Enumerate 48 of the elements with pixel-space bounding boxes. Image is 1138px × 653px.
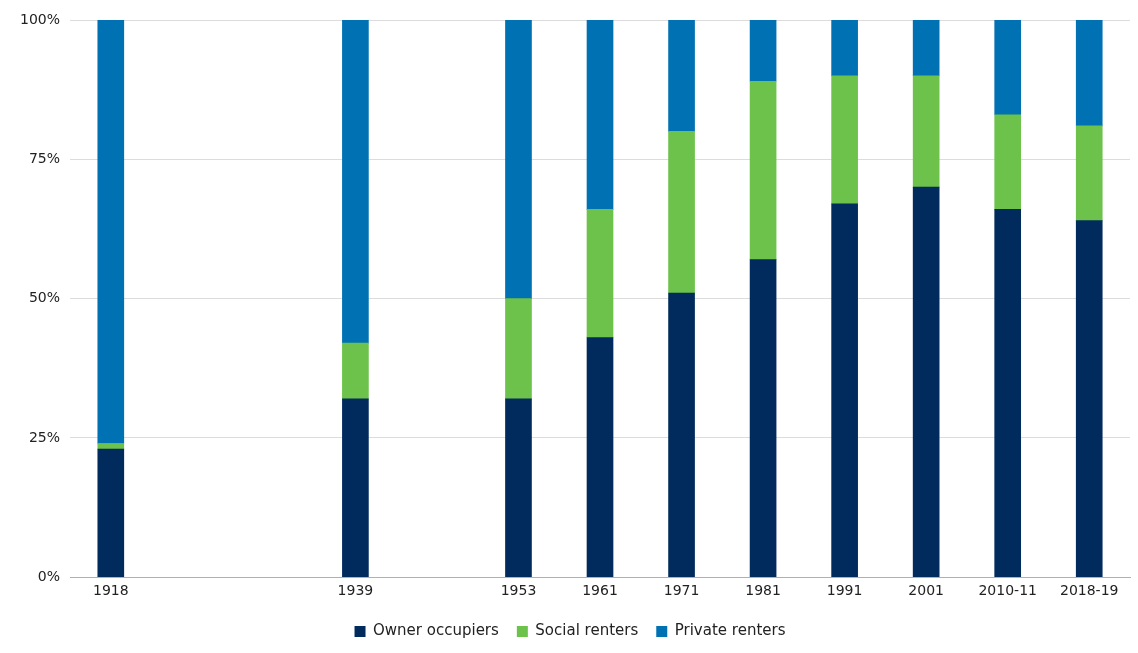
bar: [1075, 20, 1103, 127]
bar: [994, 20, 1022, 116]
bar: [831, 75, 858, 205]
x-tick-label: 1939: [337, 582, 374, 599]
x-tick-label: 1971: [663, 582, 700, 599]
x-tick-label: 2018-19: [1059, 582, 1119, 599]
y-tick-label: 100%: [19, 10, 61, 27]
bar: [1075, 125, 1103, 221]
x-tick-label: 1918: [92, 582, 129, 599]
x-tick-label: 2010-11: [978, 582, 1037, 599]
bar: [668, 131, 695, 294]
y-tick-label: 50%: [28, 289, 61, 306]
y-tick-label: 0%: [37, 567, 61, 584]
bar: [505, 398, 532, 578]
bar: [586, 337, 614, 578]
bar: [97, 20, 125, 444]
legend-label: Owner occupiers: [373, 621, 500, 640]
bar: [749, 80, 777, 260]
bar: [586, 20, 614, 210]
bar: [505, 20, 532, 299]
bar: [912, 186, 940, 578]
x-tick-label: 1953: [500, 582, 537, 599]
bar: [586, 209, 614, 338]
bar: [505, 298, 532, 400]
legend-label: Social renters: [535, 621, 639, 640]
legend-label: Private renters: [674, 621, 786, 640]
bar: [831, 20, 858, 77]
bar: [97, 443, 125, 450]
bar: [668, 292, 695, 578]
y-tick-label: 25%: [28, 428, 61, 445]
bar: [749, 20, 777, 82]
x-tick-label: 1961: [582, 582, 618, 599]
bar: [994, 114, 1022, 210]
x-tick-label: 1991: [826, 582, 863, 599]
bar: [749, 259, 777, 578]
bar: [342, 20, 369, 344]
y-tick-label: 75%: [28, 149, 61, 166]
bar: [342, 342, 369, 400]
bar: [831, 203, 858, 578]
bar: [342, 398, 369, 578]
x-tick-label: 2001: [908, 582, 944, 599]
bar: [97, 448, 125, 578]
bar: [912, 20, 940, 77]
bar: [1075, 220, 1103, 578]
x-tick-label: 1981: [745, 582, 781, 599]
bar: [994, 209, 1022, 578]
bar: [912, 75, 940, 188]
bar: [668, 20, 695, 132]
